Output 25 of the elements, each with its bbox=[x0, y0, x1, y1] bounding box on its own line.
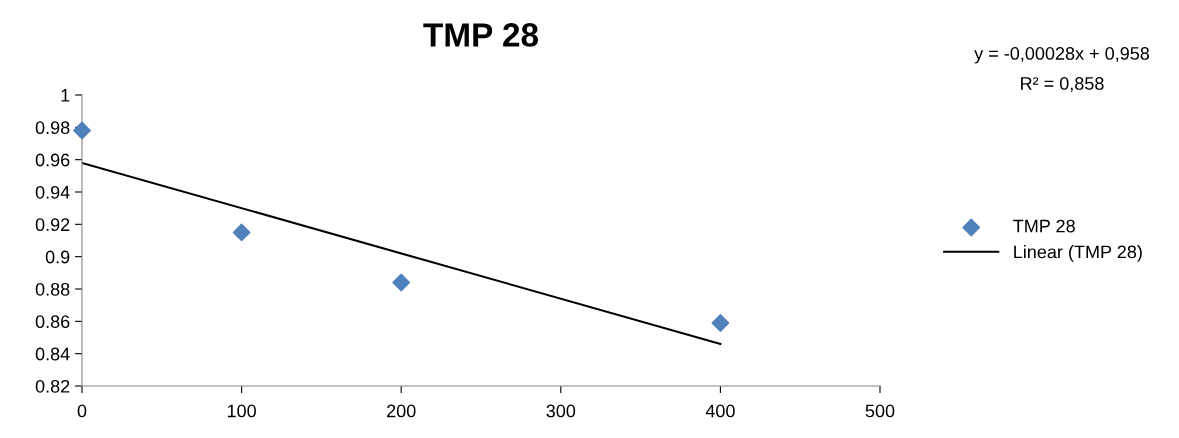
y-tick-label: 0.96 bbox=[35, 153, 70, 167]
point bbox=[392, 273, 411, 292]
x-tick-label: 300 bbox=[546, 404, 576, 418]
x-tick-label: 0 bbox=[77, 404, 87, 418]
y-tick-label: 0.92 bbox=[35, 218, 70, 232]
y-tick-label: 0.98 bbox=[35, 121, 70, 135]
y-tick-label: 0.82 bbox=[35, 379, 70, 393]
y-tick-label: 0.88 bbox=[35, 282, 70, 296]
point bbox=[232, 223, 251, 242]
text: R² = 0,858 bbox=[1021, 77, 1104, 92]
chart-title: TMP 28 bbox=[423, 23, 539, 47]
y-tick-label: 0.84 bbox=[35, 347, 70, 361]
y-tick-label: 0.86 bbox=[35, 315, 70, 329]
y-tick-label: 0.94 bbox=[35, 185, 70, 199]
text: y = -0,00028x + 0,958 bbox=[974, 47, 1150, 64]
x-tick-label: 400 bbox=[705, 404, 735, 418]
x-tick-label: 200 bbox=[387, 404, 416, 418]
x-tick-label: 500 bbox=[865, 404, 895, 418]
x-tick-label: 100 bbox=[227, 404, 256, 418]
point bbox=[73, 121, 91, 140]
legend-label: Linear (TMP 28) bbox=[1014, 245, 1142, 262]
point bbox=[711, 314, 730, 332]
y-tick-label: 1 bbox=[61, 89, 70, 102]
y-tick-label: 0.9 bbox=[45, 250, 70, 264]
legend-label: TMP 28 bbox=[1013, 219, 1075, 233]
